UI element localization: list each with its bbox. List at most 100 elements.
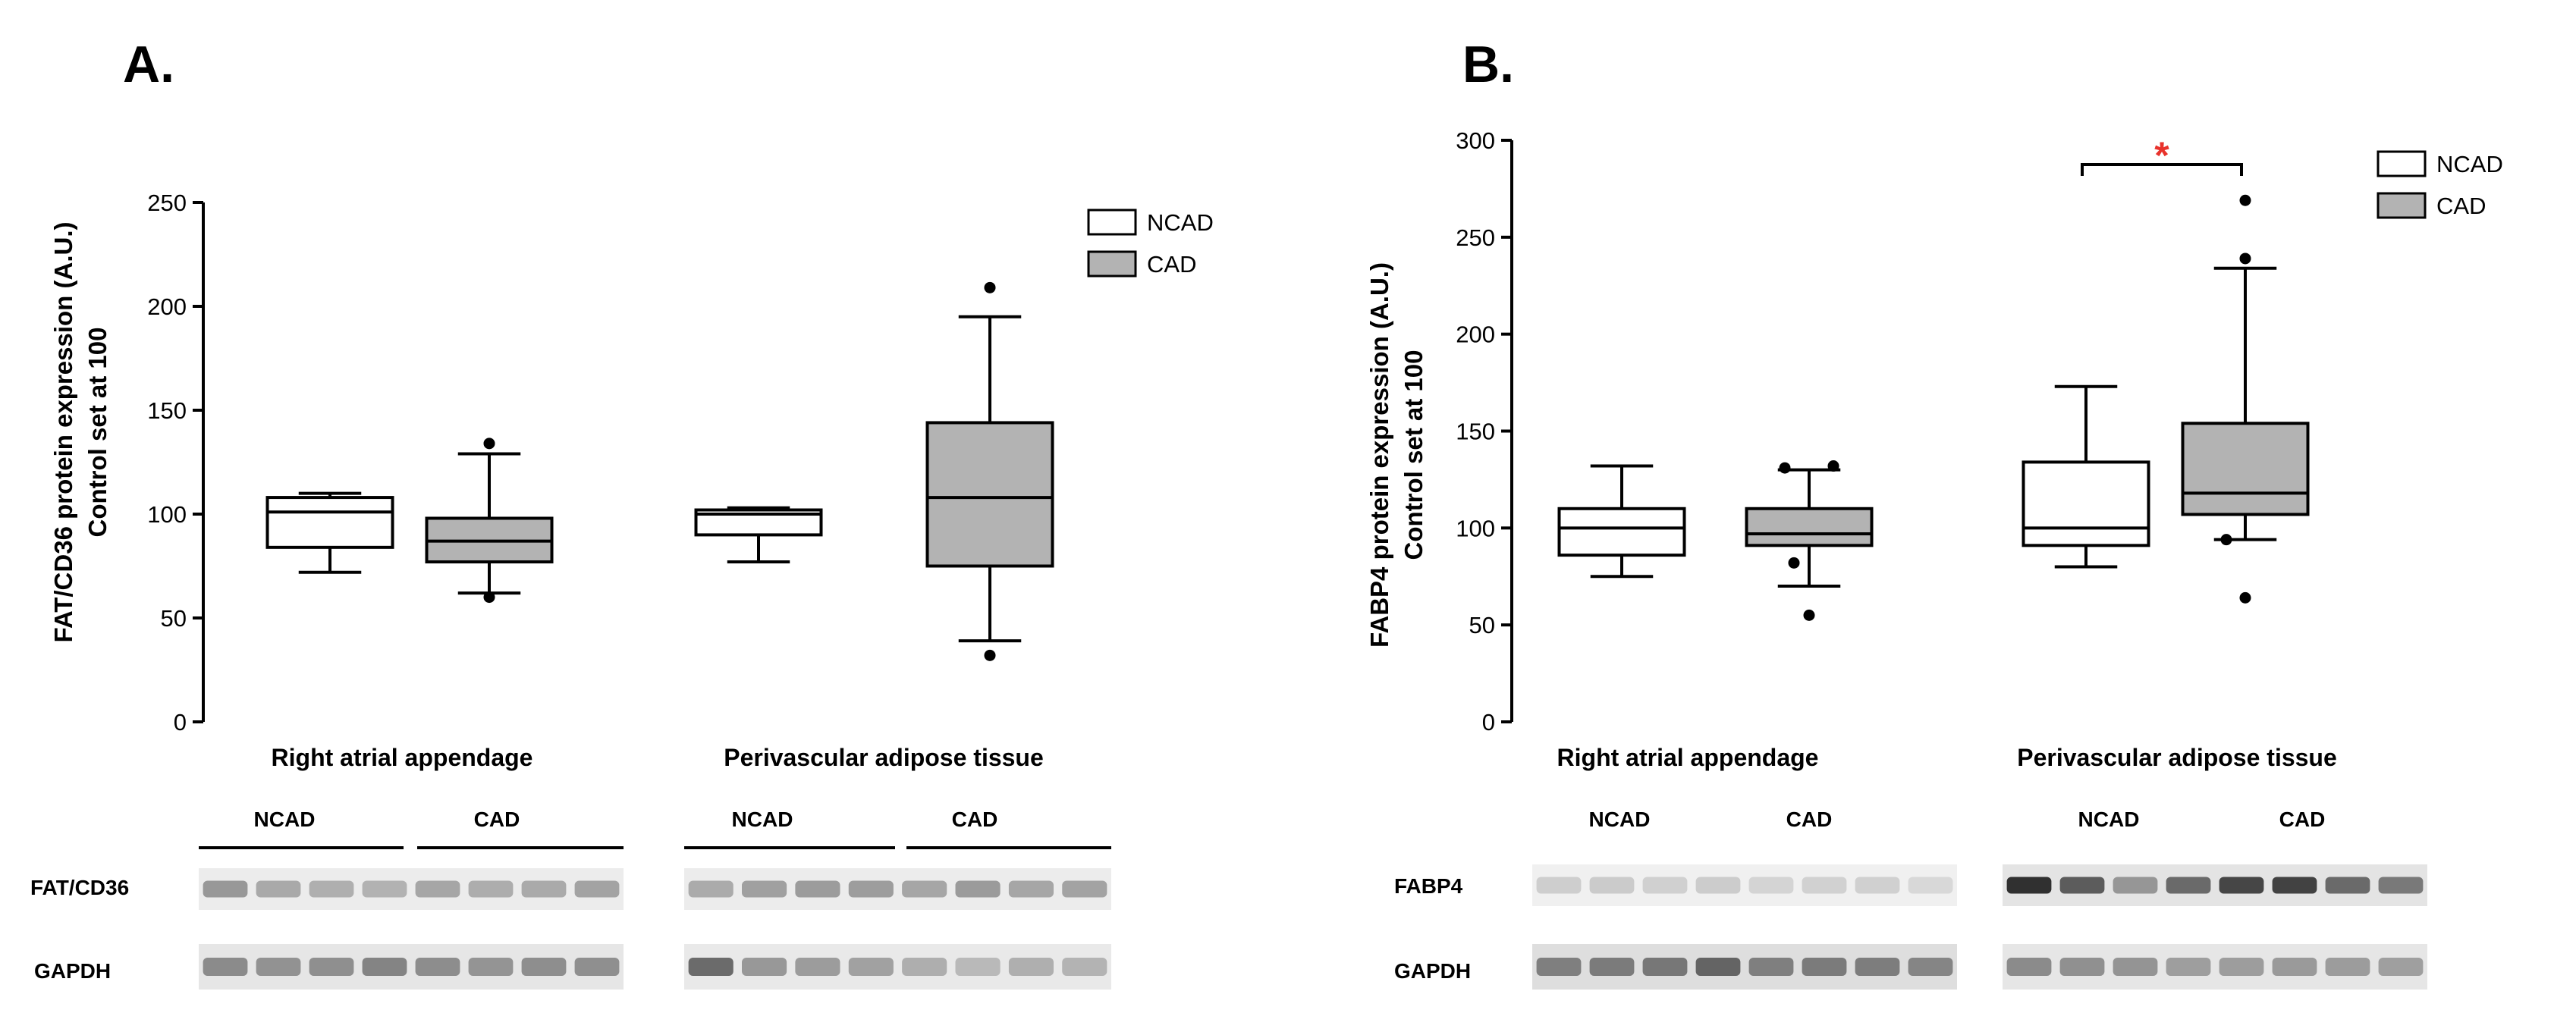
blot-band xyxy=(902,958,947,976)
blot-band xyxy=(1589,958,1635,976)
blot-band xyxy=(2325,877,2370,894)
box-cad xyxy=(925,421,1054,568)
blot-band xyxy=(2059,877,2105,894)
legend-a-cad-swatch xyxy=(1087,250,1137,278)
blot-band xyxy=(1802,958,1847,976)
legend-b-ncad-label: NCAD xyxy=(2436,151,2503,177)
blot-b-row-label-2: GAPDH xyxy=(1394,959,1471,983)
blot-band xyxy=(415,880,460,898)
y-tick-label: 0 xyxy=(1482,709,1495,736)
blot-a-strips xyxy=(199,868,1111,990)
blot-band xyxy=(1536,958,1582,976)
blot-band xyxy=(1908,958,1953,976)
significance-bracket xyxy=(2081,163,2243,176)
blot-band xyxy=(574,958,620,976)
blot-band xyxy=(203,880,248,898)
panel-a: A. FAT/CD36 protein expression (A.U.) Co… xyxy=(30,36,1214,990)
blot-band xyxy=(2006,958,2052,976)
panel-b-group-label-pvat: Perivascular adipose tissue xyxy=(2017,744,2337,771)
blot-band xyxy=(1008,880,1054,898)
legend-a-ncad-label: NCAD xyxy=(1147,209,1214,236)
blot-band xyxy=(1748,877,1794,894)
outlier-point xyxy=(1803,609,1815,621)
blot-band xyxy=(2219,958,2264,976)
blot-a-label-cad-1: CAD xyxy=(474,808,520,831)
blot-band xyxy=(1642,958,1688,976)
legend-a-cad-label: CAD xyxy=(1147,251,1196,278)
blot-band xyxy=(955,958,1001,976)
blot-b-strips xyxy=(1532,864,2427,990)
panel-a-letter: A. xyxy=(123,36,174,93)
y-tick-label: 300 xyxy=(1456,127,1495,154)
blot-b-row-label-1: FABP4 xyxy=(1394,874,1463,898)
blot-band xyxy=(468,880,514,898)
panel-b-letter: B. xyxy=(1462,36,1514,93)
y-tick-label: 150 xyxy=(147,397,187,424)
blot-band xyxy=(1062,880,1107,898)
blot-band xyxy=(1855,877,1900,894)
blot-band xyxy=(2166,958,2211,976)
panel-b-group-label-raa: Right atrial appendage xyxy=(1557,744,1819,771)
legend-b-cad-label: CAD xyxy=(2436,193,2486,219)
panel-b-plot: 0 50 100 150 200 250 300 xyxy=(1456,127,2310,736)
blot-band xyxy=(2113,877,2158,894)
blot-b-label-ncad-1: NCAD xyxy=(1589,808,1651,831)
outlier-point xyxy=(984,281,996,293)
panel-a-ylabel-line1: FAT/CD36 protein expression (A.U.) xyxy=(49,222,77,643)
panel-a-group-label-raa: Right atrial appendage xyxy=(272,744,533,771)
blot-band xyxy=(415,958,460,976)
blot-band xyxy=(2059,958,2105,976)
blot-band xyxy=(1062,958,1107,976)
blot-band xyxy=(902,880,947,898)
blot-a-row-label-2: GAPDH xyxy=(34,959,111,983)
blot-band xyxy=(2113,958,2158,976)
legend-a-ncad-swatch xyxy=(1087,209,1137,236)
blot-band xyxy=(688,958,734,976)
blot-a-label-ncad-1: NCAD xyxy=(254,808,316,831)
blot-band xyxy=(1802,877,1847,894)
y-tick-label: 100 xyxy=(1456,515,1495,541)
y-tick-label: 250 xyxy=(1456,224,1495,251)
panel-b-ylabel-line2: Control set at 100 xyxy=(1400,350,1428,560)
outlier-point xyxy=(2239,252,2251,265)
blot-band xyxy=(1642,877,1688,894)
blot-band xyxy=(309,880,354,898)
blot-band xyxy=(574,880,620,898)
box-ncad xyxy=(265,496,394,549)
panel-b-ylabel-line1: FABP4 protein expression (A.U.) xyxy=(1365,262,1393,648)
legend-b-cad-swatch xyxy=(2377,192,2427,219)
blot-band xyxy=(521,958,567,976)
blot-b-label-cad-2: CAD xyxy=(2279,808,2326,831)
blot-band xyxy=(795,880,840,898)
blot-a-row-label-1: FAT/CD36 xyxy=(30,876,129,899)
blot-b-label-cad-1: CAD xyxy=(1786,808,1833,831)
blot-band xyxy=(1008,958,1054,976)
blot-band xyxy=(1908,877,1953,894)
blot-band xyxy=(795,958,840,976)
blot-band xyxy=(256,880,301,898)
blot-band xyxy=(1695,877,1741,894)
blot-band xyxy=(848,880,894,898)
blot-band xyxy=(2166,877,2211,894)
panel-b: B. FABP4 protein expression (A.U.) Contr… xyxy=(1365,36,2503,990)
blot-band xyxy=(362,958,407,976)
blot-band xyxy=(1748,958,1794,976)
outlier-point xyxy=(2239,194,2251,206)
blot-band xyxy=(742,880,787,898)
blot-band xyxy=(1536,877,1582,894)
outlier-point xyxy=(1779,462,1791,474)
blot-band xyxy=(2378,877,2424,894)
blot-band xyxy=(955,880,1001,898)
blot-band xyxy=(1855,958,1900,976)
blot-band xyxy=(742,958,787,976)
panel-a-group-label-pvat: Perivascular adipose tissue xyxy=(724,744,1044,771)
y-tick-label: 100 xyxy=(147,501,187,528)
blot-band xyxy=(362,880,407,898)
blot-band xyxy=(256,958,301,976)
outlier-point xyxy=(1788,557,1800,569)
blot-band xyxy=(2219,877,2264,894)
blot-band xyxy=(2006,877,2052,894)
outlier-point xyxy=(2239,591,2251,604)
blot-band xyxy=(1589,877,1635,894)
outlier-point xyxy=(2220,534,2232,546)
